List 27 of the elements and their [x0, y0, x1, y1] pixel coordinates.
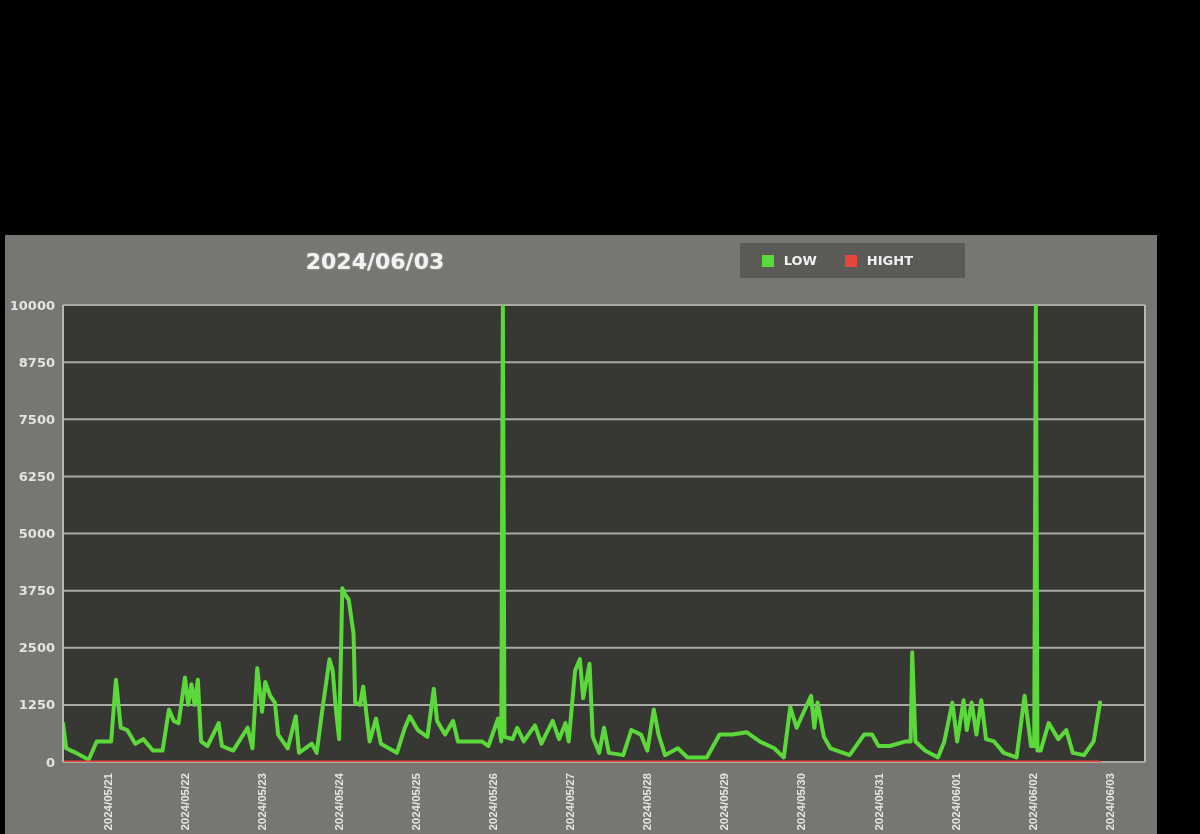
y-tick-label: 3750	[18, 583, 55, 599]
x-tick-label: 2024/06/02	[1026, 773, 1039, 831]
x-tick-label: 2024/05/21	[101, 772, 114, 831]
y-tick-label: 10000	[9, 297, 55, 313]
y-tick-label: 6250	[18, 468, 55, 484]
x-tick-label: 2024/05/25	[410, 772, 423, 831]
y-tick-label: 0	[45, 754, 55, 770]
x-tick-label: 2024/05/28	[641, 772, 654, 831]
x-tick-label: 2024/05/29	[718, 773, 731, 831]
x-tick-label: 2024/06/03	[1103, 773, 1116, 831]
y-tick-label: 5000	[18, 526, 55, 542]
y-tick-label: 2500	[18, 640, 55, 656]
x-tick-label: 2024/05/22	[179, 773, 192, 831]
x-tick-label: 2024/05/30	[795, 773, 808, 831]
line-series	[63, 305, 1103, 762]
y-tick-label: 1250	[18, 697, 55, 713]
chart-title: 2024/06/03	[305, 249, 445, 274]
x-tick-label: 2024/05/31	[872, 772, 885, 831]
x-tick-label: 2024/05/27	[564, 773, 577, 831]
x-tick-label: 2024/05/24	[333, 772, 346, 831]
x-tick-label: 2024/05/23	[256, 773, 269, 831]
x-tick-label: 2024/06/01	[949, 772, 962, 831]
legend-label: LOW	[783, 253, 817, 268]
y-tick-label: 8750	[18, 354, 55, 370]
x-tick-label: 2024/05/26	[487, 773, 500, 831]
y-tick-label: 7500	[18, 411, 55, 427]
legend-label: HIGHT	[866, 253, 913, 268]
